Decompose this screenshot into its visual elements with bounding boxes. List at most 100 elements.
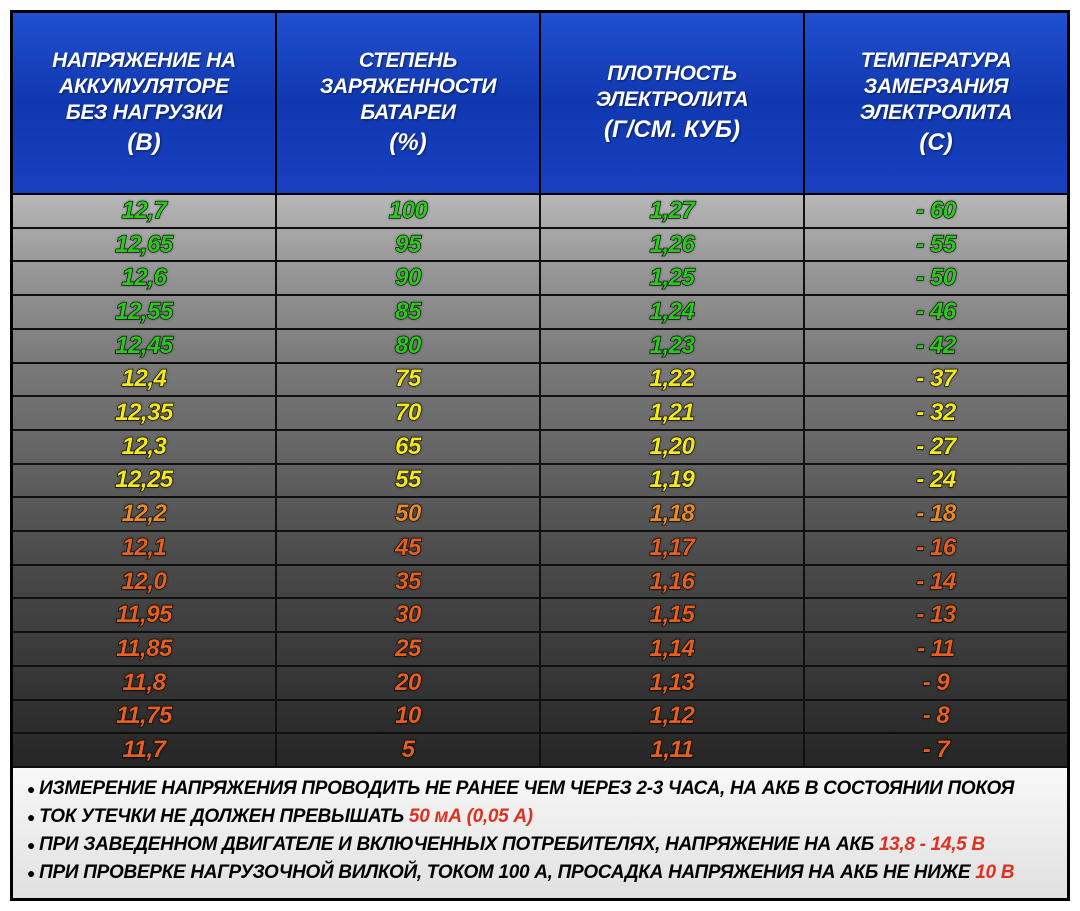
cell-value: 5	[402, 736, 415, 764]
table-cell: 10	[277, 701, 541, 733]
cell-value: 90	[395, 264, 421, 292]
table-row: 12,65951,26- 55	[13, 229, 1067, 263]
battery-table: НАПРЯЖЕНИЕ НААККУМУЛЯТОРЕБЕЗ НАГРУЗКИ(В)…	[10, 10, 1070, 901]
table-row: 12,3651,20- 27	[13, 431, 1067, 465]
header-unit: (С)	[919, 128, 952, 158]
header-unit: (Г/СМ. КУБ)	[604, 115, 740, 145]
table-cell: - 55	[805, 229, 1067, 261]
table-cell: 1,27	[541, 195, 805, 227]
table-cell: 12,3	[13, 431, 277, 463]
cell-value: 30	[395, 601, 421, 629]
table-cell: 80	[277, 330, 541, 362]
table-row: 12,6901,25- 50	[13, 262, 1067, 296]
header-text: ЗАРЯЖЕННОСТИ	[320, 74, 496, 100]
cell-value: 12,2	[122, 500, 167, 528]
cell-value: 1,14	[650, 635, 695, 663]
table-row: 12,45801,23- 42	[13, 330, 1067, 364]
table-cell: 1,15	[541, 599, 805, 631]
footer-red-text: 10 В	[975, 862, 1014, 883]
header-cell-3: ТЕМПЕРАТУРАЗАМЕРЗАНИЯЭЛЕКТРОЛИТА(С)	[805, 13, 1067, 195]
table-body: 12,71001,27- 6012,65951,26- 5512,6901,25…	[13, 195, 1067, 768]
cell-value: - 24	[916, 466, 955, 494]
cell-value: - 37	[916, 365, 955, 393]
table-row: 12,25 55 1,19 - 24	[13, 465, 1067, 499]
table-row: 11,8 20 1,13 - 9	[13, 667, 1067, 701]
cell-value: 70	[395, 399, 421, 427]
cell-value: 12,35	[115, 399, 173, 427]
bullet-icon: ●	[27, 865, 35, 881]
table-cell: 12,35	[13, 397, 277, 429]
cell-value: 1,27	[650, 197, 695, 225]
cell-value: 75	[395, 365, 421, 393]
cell-value: - 16	[916, 534, 955, 562]
cell-value: 12,25	[115, 466, 173, 494]
footer-text: ТОК УТЕЧКИ НЕ ДОЛЖЕН ПРЕВЫШАТЬ	[39, 806, 409, 827]
cell-value: 1,20	[650, 433, 695, 461]
cell-value: 12,65	[115, 231, 173, 259]
header-text: ЭЛЕКТРОЛИТА	[860, 100, 1013, 126]
table-cell: 1,13	[541, 667, 805, 699]
cell-value: - 27	[916, 433, 955, 461]
header-text: СТЕПЕНЬ	[359, 48, 457, 74]
table-cell: - 46	[805, 296, 1067, 328]
cell-value: - 7	[923, 736, 950, 764]
table-cell: 11,95	[13, 599, 277, 631]
cell-value: 1,15	[650, 601, 695, 629]
cell-value: - 60	[916, 197, 955, 225]
table-cell: 55	[277, 465, 541, 497]
table-row: 12,0351,16- 14	[13, 566, 1067, 600]
cell-value: 85	[395, 298, 421, 326]
cell-value: 11,7	[123, 736, 166, 764]
table-cell: 1,19	[541, 465, 805, 497]
table-cell: - 9	[805, 667, 1067, 699]
cell-value: - 13	[916, 601, 955, 629]
footer-red-text: 50 мА (0,05 А)	[409, 806, 533, 827]
cell-value: 12,4	[122, 365, 167, 393]
cell-value: 20	[395, 669, 421, 697]
table-cell: 12,6	[13, 262, 277, 294]
table-cell: 35	[277, 566, 541, 598]
cell-value: - 32	[916, 399, 955, 427]
table-row: 12,4751,22- 37	[13, 364, 1067, 398]
cell-value: - 50	[916, 264, 955, 292]
table-cell: 1,23	[541, 330, 805, 362]
table-cell: 12,45	[13, 330, 277, 362]
table-cell: - 18	[805, 498, 1067, 530]
table-cell: 11,7	[13, 734, 277, 766]
table-cell: 75	[277, 364, 541, 396]
cell-value: 1,26	[650, 231, 695, 259]
table-cell: - 24	[805, 465, 1067, 497]
cell-value: 45	[395, 534, 421, 562]
header-text: ТЕМПЕРАТУРА	[861, 48, 1012, 74]
table-cell: - 11	[805, 633, 1067, 665]
table-row: 11,751,11- 7	[13, 734, 1067, 768]
table-row: 12,1 45 1,17 - 16	[13, 532, 1067, 566]
table-cell: - 8	[805, 701, 1067, 733]
cell-value: 12,45	[115, 332, 173, 360]
table-row: 12,35701,21- 32	[13, 397, 1067, 431]
table-cell: 12,7	[13, 195, 277, 227]
cell-value: 12,55	[115, 298, 173, 326]
cell-value: 12,1	[122, 534, 167, 562]
table-cell: 12,25	[13, 465, 277, 497]
cell-value: 35	[395, 568, 421, 596]
table-cell: 1,12	[541, 701, 805, 733]
cell-value: 55	[395, 466, 421, 494]
table-cell: 11,8	[13, 667, 277, 699]
table-cell: 70	[277, 397, 541, 429]
table-cell: - 13	[805, 599, 1067, 631]
header-cell-1: СТЕПЕНЬЗАРЯЖЕННОСТИБАТАРЕИ(%)	[277, 13, 541, 195]
header-cell-2: ПЛОТНОСТЬЭЛЕКТРОЛИТА(Г/СМ. КУБ)	[541, 13, 805, 195]
header-text: АККУМУЛЯТОРЕ	[59, 74, 229, 100]
footer-notes: ●ИЗМЕРЕНИЕ НАПРЯЖЕНИЯ ПРОВОДИТЬ НЕ РАНЕЕ…	[13, 768, 1067, 898]
cell-value: 1,17	[650, 534, 695, 562]
table-cell: 90	[277, 262, 541, 294]
header-text: ПЛОТНОСТЬ	[607, 61, 737, 87]
cell-value: - 46	[916, 298, 955, 326]
header-text: ЭЛЕКТРОЛИТА	[596, 87, 749, 113]
table-row: 11,95 30 1,15 - 13	[13, 599, 1067, 633]
cell-value: 1,18	[650, 500, 695, 528]
cell-value: - 11	[917, 635, 955, 663]
cell-value: - 9	[923, 669, 950, 697]
table-cell: 100	[277, 195, 541, 227]
